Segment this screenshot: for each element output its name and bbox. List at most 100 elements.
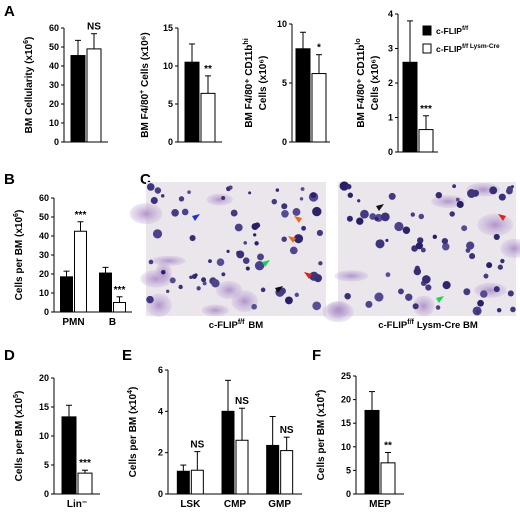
chart-e-bar-control bbox=[266, 444, 280, 495]
micrograph-smear bbox=[326, 300, 350, 318]
chart-b-bar-knockout bbox=[113, 302, 126, 313]
micrograph-cell bbox=[281, 210, 289, 218]
micrograph-cell bbox=[435, 191, 443, 199]
micrograph-cell bbox=[201, 277, 207, 283]
micrograph-cell bbox=[360, 209, 369, 219]
chart-a1-tick-label: 40 bbox=[49, 61, 59, 71]
micrograph-cell bbox=[339, 181, 349, 191]
chart-b-tick-label: 20 bbox=[39, 269, 49, 279]
chart-e-bar-control bbox=[176, 470, 190, 495]
chart-e-tick-label: 4 bbox=[158, 406, 163, 416]
micrograph-cell bbox=[248, 191, 252, 195]
micrograph-cell bbox=[285, 296, 293, 305]
chart-e-bar-knockout bbox=[235, 439, 249, 495]
legend: c-FLIPf/f c-FLIPf/f Lysm-Cre bbox=[422, 25, 500, 54]
chart-b-tick-label: 40 bbox=[39, 231, 49, 241]
micrograph-cell bbox=[432, 234, 438, 240]
micrograph-cell bbox=[415, 242, 424, 250]
micrograph-cell bbox=[152, 229, 163, 239]
micrograph-arrow bbox=[192, 214, 200, 221]
chart-a1-tick-label: 0 bbox=[54, 137, 59, 147]
micrograph-cell bbox=[380, 212, 390, 222]
micrograph-cell bbox=[228, 185, 233, 190]
micrograph-cell bbox=[347, 192, 354, 198]
chart-e-bar-knockout bbox=[190, 469, 204, 495]
micrograph-cell bbox=[187, 190, 191, 195]
micrograph-cell bbox=[230, 209, 238, 217]
micrograph-cell bbox=[251, 303, 257, 310]
chart-b-tick-label: 0 bbox=[44, 307, 49, 317]
micrograph-cell bbox=[275, 188, 280, 192]
chart-bm-cellularity: 0 10 20 30 40 50 60 BM Cellularity (x106) NS bbox=[23, 22, 108, 147]
chart-mep-cells: 0 5 10 15 20 25 Cells per BM (x104) ** MEP bbox=[315, 371, 404, 510]
micrograph-cell bbox=[251, 223, 259, 231]
chart-d-significance: *** bbox=[79, 458, 91, 469]
micrograph-cell bbox=[425, 284, 432, 291]
legend-label-control: c-FLIPf/f bbox=[436, 25, 469, 36]
micrograph-cell bbox=[312, 301, 322, 311]
chart-a4-tick-label: 1 bbox=[388, 113, 393, 123]
micrograph-arrow bbox=[275, 286, 283, 293]
micrograph-cell bbox=[211, 279, 220, 288]
micrograph-cell bbox=[435, 305, 441, 310]
micrograph-cell bbox=[178, 284, 183, 290]
micrograph-cell bbox=[281, 236, 287, 242]
micrograph-cell bbox=[417, 237, 424, 244]
chart-a2-significance: ** bbox=[204, 64, 212, 75]
chart-lsk-cmp-gmp: 0 2 4 6 Cells per BM (x104) NS LSK NS CMP NS GMP bbox=[127, 365, 302, 510]
legend-swatch-control bbox=[422, 25, 432, 36]
micrograph-cell bbox=[216, 258, 225, 267]
micrograph-cell bbox=[316, 229, 323, 237]
chart-pmn-b-cells: 0 10 20 30 40 50 60 Cells per BM (x106) *** PMN **… bbox=[13, 193, 132, 328]
chart-e-y-label: Cells per BM (x104) bbox=[127, 387, 139, 478]
micrograph-cell bbox=[385, 238, 389, 243]
micrograph-cell bbox=[463, 288, 471, 296]
micrograph-cell bbox=[506, 185, 513, 193]
micrograph-cell bbox=[497, 264, 503, 270]
micrograph-cell bbox=[410, 212, 415, 217]
chart-a2-bar-control bbox=[184, 61, 200, 143]
micrograph-cell bbox=[160, 194, 165, 198]
micrograph-caption-knockout: c-FLIPf/f Lysm-Cre BM bbox=[378, 319, 478, 331]
micrograph-cell bbox=[405, 293, 413, 301]
micrograph-cell bbox=[318, 261, 323, 266]
chart-a1-bar-control bbox=[70, 55, 86, 143]
micrograph-cell bbox=[299, 197, 304, 201]
micrograph-cell bbox=[148, 259, 154, 265]
micrograph-cell bbox=[292, 208, 301, 216]
micrograph-cell bbox=[356, 217, 364, 225]
micrograph-arrow bbox=[498, 214, 506, 221]
chart-e-tick-label: 0 bbox=[158, 489, 163, 499]
chart-a2-tick-label: 15 bbox=[163, 23, 173, 33]
chart-d-tick-label: 10 bbox=[39, 431, 49, 441]
micrograph-arrow bbox=[294, 216, 302, 223]
micrograph-arrow bbox=[304, 272, 312, 279]
micrograph-cell bbox=[507, 290, 514, 297]
chart-a2-y-label: BM F4/80+ Cells (x10⁶) bbox=[139, 32, 151, 137]
chart-f-y-label: Cells per BM (x104) bbox=[315, 390, 327, 481]
chart-a2-tick-label: 5 bbox=[168, 99, 173, 109]
chart-d-tick-label: 15 bbox=[39, 402, 49, 412]
micrograph-cell bbox=[496, 307, 502, 313]
chart-f-tick-label: 10 bbox=[341, 442, 351, 452]
micrograph-arrow bbox=[288, 236, 296, 243]
micrograph-arrow bbox=[262, 260, 270, 267]
chart-f-significance: ** bbox=[384, 440, 392, 451]
chart-a4-significance: *** bbox=[420, 104, 432, 115]
chart-lin-neg-cells: 0 5 10 15 20 Cells per BM (x105) *** Lin⁻ bbox=[13, 373, 100, 510]
chart-e-bar-control bbox=[221, 410, 235, 495]
chart-e-bar-knockout bbox=[280, 450, 294, 495]
chart-a4-tick-label: 3 bbox=[388, 44, 393, 54]
micrograph-cell bbox=[442, 242, 450, 251]
micrograph-cell bbox=[310, 192, 317, 199]
micrograph-cell bbox=[293, 234, 304, 244]
micrograph-cell bbox=[398, 288, 404, 295]
micrograph-cell bbox=[369, 213, 377, 220]
chart-f-bar-knockout bbox=[380, 462, 396, 495]
micrograph-cell bbox=[245, 266, 250, 271]
micrograph-cell bbox=[388, 192, 396, 200]
micrograph-cell bbox=[346, 183, 352, 190]
